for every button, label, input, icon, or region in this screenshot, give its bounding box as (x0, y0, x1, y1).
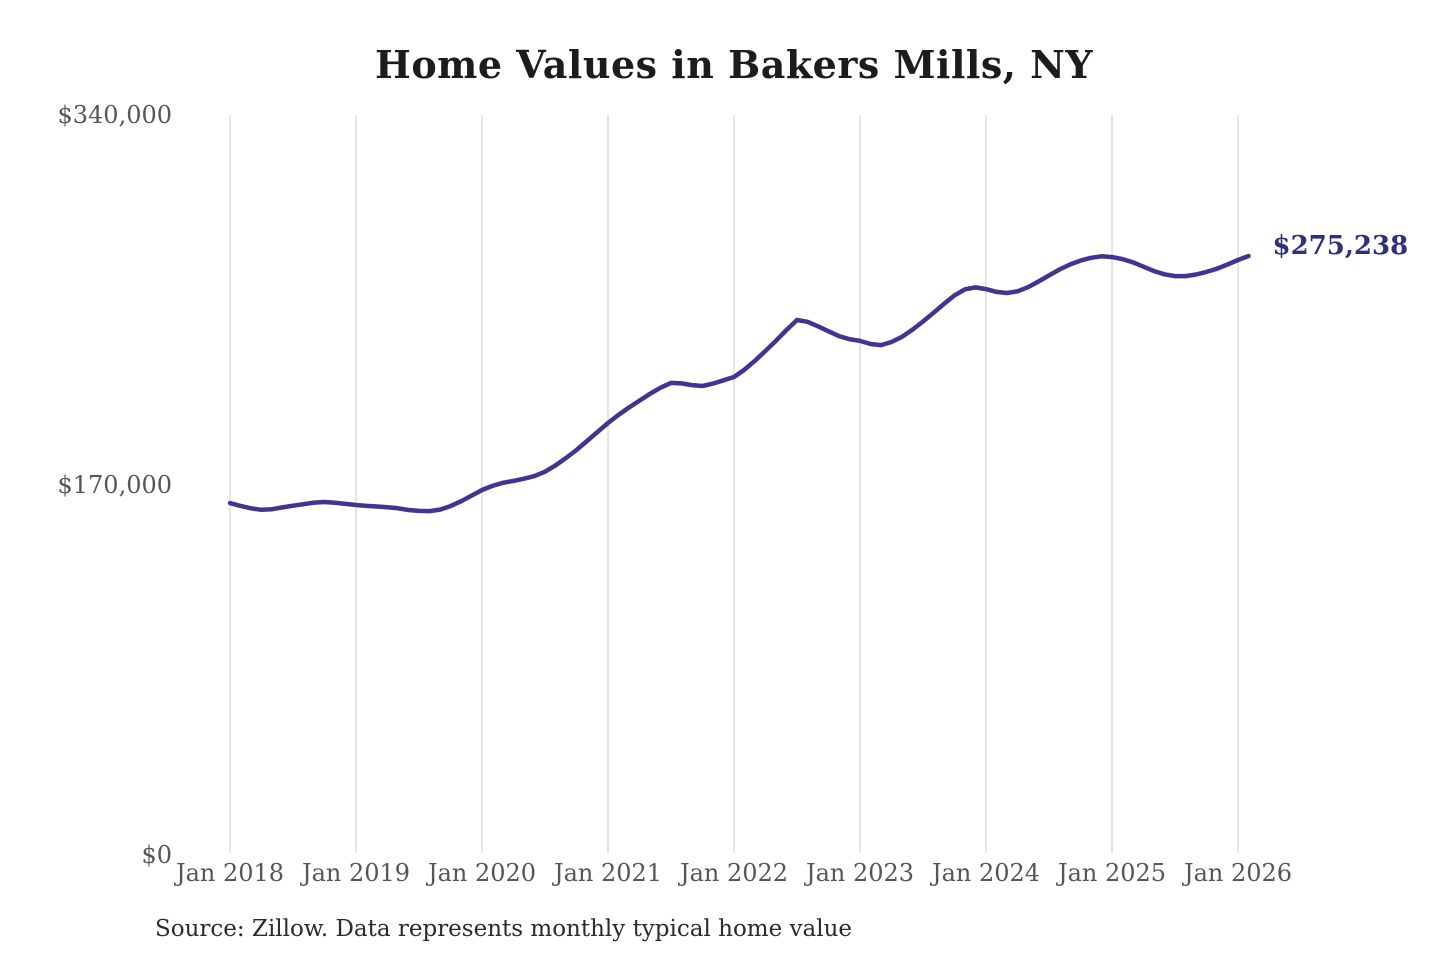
latest-value-label: $275,238 (1272, 230, 1409, 261)
y-axis-tick-label: $0 (141, 841, 172, 869)
x-axis-tick-label: Jan 2018 (175, 859, 285, 887)
x-axis-tick-label: Jan 2025 (1057, 859, 1167, 887)
x-axis-tick-label: Jan 2020 (427, 859, 537, 887)
y-axis-tick-label: $170,000 (57, 471, 172, 499)
x-axis-tick-label: Jan 2024 (931, 859, 1041, 887)
x-axis-tick-label: Jan 2019 (301, 859, 411, 887)
source-note: Source: Zillow. Data represents monthly … (155, 916, 853, 942)
x-axis-tick-label: Jan 2026 (1183, 859, 1293, 887)
x-axis-tick-label: Jan 2023 (805, 859, 915, 887)
x-axis-tick-label: Jan 2022 (679, 859, 789, 887)
x-axis-tick-label: Jan 2021 (553, 859, 663, 887)
chart-title: Home Values in Bakers Mills, NY (374, 42, 1094, 87)
home-value-line (227, 253, 1251, 514)
y-axis-tick-label: $340,000 (57, 101, 172, 129)
